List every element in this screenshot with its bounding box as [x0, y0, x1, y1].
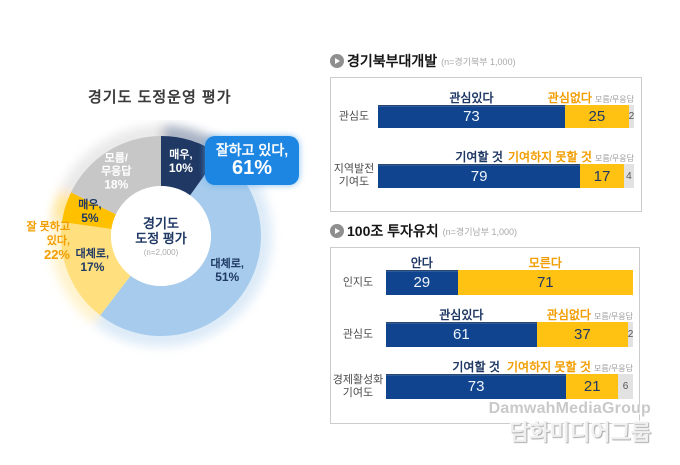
section-sample-size: (n=경기남부 1,000) — [442, 226, 518, 237]
segment-label-0-0-2: 모름/무응답 — [594, 95, 634, 104]
stacked-bar-0-1: 79 17 4 — [378, 164, 634, 188]
bullet-arrow-icon — [330, 54, 344, 68]
segment-label-group-1-2: 기여하지 못할 것 모름/무응답 — [507, 358, 633, 375]
stacked-bar-0-0: 73 25 2 — [378, 105, 634, 128]
bar-segment-0-1-0: 79 — [378, 164, 581, 188]
section-title: 100조 투자유치 — [347, 223, 439, 239]
donut-chart-title: 경기도 도정운영 평가 — [88, 89, 232, 106]
chart-box-0 — [330, 77, 642, 212]
segment-label-1-2-0: 기여할 것 — [452, 360, 500, 374]
segment-label-1-2-1: 기여하지 못할 것 — [507, 360, 591, 374]
section-header-1: 100조 투자유치 (n=경기남부 1,000) — [330, 221, 517, 241]
callout-label: 잘하고 있다, — [215, 142, 289, 158]
bar-segment-0-0-0: 73 — [378, 105, 565, 128]
donut-slice-label-1: 대체로, 51% — [211, 258, 244, 284]
negative-annotation-line1: 잘 못하고 — [26, 221, 70, 233]
segment-label-1-1-0: 관심있다 — [439, 308, 484, 322]
bar-segment-0-0-2: 2 — [629, 105, 634, 128]
row-category-1-0: 인지도 — [342, 276, 374, 288]
segment-label-0-0-1: 관심없다 — [547, 91, 592, 105]
negative-annotation: 잘 못하고 있다, 22% — [22, 221, 70, 262]
stacked-bar-1-1: 61 37 2 — [386, 322, 633, 347]
bar-segment-1-1-1: 37 — [536, 322, 629, 347]
donut-slice-2 — [60, 222, 131, 316]
section-title: 경기북부대개발 — [347, 53, 438, 69]
donut-center-line2: 도정 평가 — [135, 231, 187, 246]
stacked-bar-1-2: 73 21 6 — [386, 374, 633, 399]
donut-chart — [49, 125, 273, 348]
bar-segment-0-1-2: 4 — [623, 164, 634, 188]
segment-label-1-2-2: 모름/무응답 — [593, 364, 633, 373]
positive-callout: 잘하고 있다, 61% — [205, 136, 299, 185]
bar-segment-1-1-0: 61 — [386, 322, 537, 347]
bar-segment-1-0-0: 29 — [386, 270, 458, 295]
slice-name: 대체로, — [75, 247, 110, 260]
section-sample-size: (n=경기북부 1,000) — [441, 56, 516, 67]
segment-label-0-1-1: 기여하지 못할 것 — [508, 150, 592, 164]
segment-label-group-0-0: 관심없다 모름/무응답 — [548, 89, 634, 106]
donut-slice-label-2: 대체로, 17% — [76, 248, 109, 274]
slice-value: 17% — [80, 259, 105, 274]
segment-label-group-0-1: 기여하지 못할 것 모름/무응답 — [508, 148, 634, 165]
watermark-korean: 담화미디어그룹 — [509, 420, 651, 445]
slice-name: 매우, — [169, 148, 193, 161]
segment-label-group-1-1: 관심없다 모름/무응답 — [547, 306, 633, 323]
stacked-bar-1-0: 29 71 — [386, 270, 633, 295]
segment-label-1-1-1: 관심없다 — [546, 308, 591, 322]
slice-value: 51% — [215, 270, 240, 285]
donut-slice-0 — [161, 136, 220, 196]
donut-sample-size: (n=2,000) — [143, 248, 179, 257]
watermark-latin: DamwahMediaGroup — [488, 400, 651, 417]
slice-value: 10% — [168, 160, 193, 175]
donut-slice-label-4: 모름/ 무응답 18% — [101, 153, 131, 192]
row-category-0-1: 지역발전 기여도 — [333, 163, 375, 188]
bar-segment-1-2-1: 21 — [566, 374, 619, 399]
slice-value: 5% — [81, 211, 99, 226]
donut-slice-label-0: 매우, 10% — [169, 149, 193, 175]
row-category-1-2: 경제활성화 기여도 — [332, 373, 384, 399]
bar-segment-1-2-0: 73 — [386, 374, 567, 399]
slice-value: 18% — [104, 177, 129, 192]
donut-slice-4 — [70, 136, 161, 215]
segment-label-0-0-0: 관심있다 — [449, 91, 494, 105]
donut-slice-label-3: 매우, 5% — [78, 199, 101, 225]
bullet-arrow-icon — [330, 224, 344, 238]
callout-value: 61% — [231, 157, 273, 179]
bar-segment-1-1-2: 2 — [628, 322, 633, 347]
segment-label-0-1-2: 모름/무응답 — [594, 154, 634, 163]
segment-label-1-0-0: 안다 — [410, 256, 433, 270]
segment-label-0-1-0: 기여할 것 — [455, 150, 503, 164]
segment-label-1-0-1: 모른다 — [528, 256, 562, 270]
slice-name: 대체로, — [210, 258, 244, 271]
negative-annotation-value: 22% — [43, 247, 70, 262]
row-category-1-1: 관심도 — [342, 328, 374, 340]
bar-segment-0-0-1: 25 — [564, 105, 629, 128]
bar-segment-1-0-1: 71 — [457, 270, 633, 295]
section-header-0: 경기북부대개발 (n=경기북부 1,000) — [330, 51, 516, 71]
bar-segment-1-2-2: 6 — [618, 374, 633, 399]
donut-slice-3 — [61, 192, 116, 230]
negative-annotation-line2: 있다, — [46, 234, 70, 247]
donut-slice-1 — [100, 154, 261, 336]
slice-name: 모름/ 무응답 — [101, 152, 132, 178]
segment-label-1-1-2: 모름/무응답 — [593, 312, 633, 321]
donut-center-line1: 경기도 — [143, 216, 179, 231]
slice-name: 매우, — [78, 199, 102, 212]
donut-hole — [111, 186, 211, 286]
donut-center-label: 경기도 도정 평가 (n=2,000) — [135, 216, 186, 258]
row-category-0-0: 관심도 — [338, 110, 370, 122]
bar-segment-0-1-1: 17 — [580, 164, 624, 188]
